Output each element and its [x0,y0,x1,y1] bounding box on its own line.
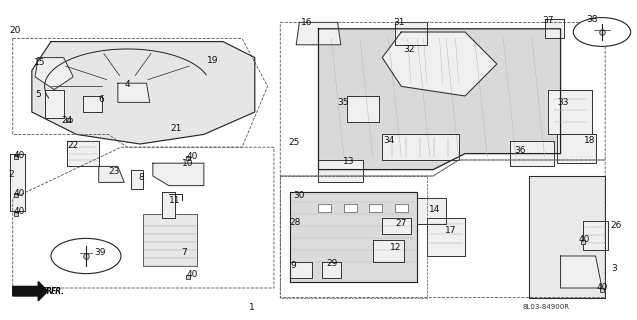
Text: 40: 40 [14,207,25,216]
Text: 21: 21 [171,124,182,132]
Text: 18: 18 [584,136,596,145]
Text: FR.: FR. [51,287,65,296]
Text: 39: 39 [94,248,106,257]
Circle shape [51,238,121,274]
Text: 28: 28 [290,218,301,227]
Text: 4: 4 [124,80,130,89]
Text: 20: 20 [10,26,21,35]
Polygon shape [382,32,497,96]
Text: 2: 2 [8,170,14,179]
Polygon shape [290,262,312,278]
Polygon shape [395,22,427,45]
Text: 38: 38 [586,15,598,24]
Text: 29: 29 [326,260,338,268]
Text: 27: 27 [395,219,406,228]
Polygon shape [153,163,204,186]
Polygon shape [32,42,255,144]
Text: 5: 5 [35,90,41,99]
Polygon shape [382,134,459,160]
Polygon shape [83,96,102,112]
Bar [395,204,408,212]
Bar [143,214,197,266]
Text: FR.: FR. [41,287,55,296]
Polygon shape [561,256,602,288]
Polygon shape [99,166,124,182]
Text: 11: 11 [169,196,180,204]
Text: 10: 10 [182,159,193,168]
Polygon shape [427,218,465,256]
Text: 12: 12 [390,244,401,252]
Bar [318,204,331,212]
Text: 35: 35 [338,98,349,107]
Circle shape [573,18,631,46]
Text: 15: 15 [34,58,45,67]
Text: 22: 22 [67,141,78,150]
Polygon shape [290,192,417,282]
Polygon shape [318,160,363,182]
Polygon shape [35,58,73,90]
Text: 23: 23 [108,167,120,176]
Text: 13: 13 [343,157,354,166]
Text: 37: 37 [543,16,554,25]
Text: 26: 26 [610,221,622,230]
Polygon shape [296,22,341,45]
Polygon shape [557,134,596,163]
Polygon shape [118,83,150,102]
Text: 19: 19 [207,56,218,65]
Text: 32: 32 [403,45,415,54]
Polygon shape [529,176,605,298]
Text: 40: 40 [187,270,198,279]
Polygon shape [373,240,404,262]
Polygon shape [131,170,143,189]
Text: 31: 31 [394,18,405,27]
Text: 3: 3 [612,264,617,273]
Polygon shape [545,19,564,38]
Polygon shape [583,221,608,250]
Text: 36: 36 [515,146,526,155]
Polygon shape [10,154,25,211]
Polygon shape [67,141,99,166]
Text: 40: 40 [187,152,198,161]
Text: 14: 14 [429,205,440,214]
Text: 25: 25 [288,138,299,147]
Polygon shape [510,141,554,166]
Text: 40: 40 [14,189,25,198]
Text: 40: 40 [14,151,25,160]
Text: 6: 6 [99,95,104,104]
Text: 8: 8 [139,173,145,182]
Text: 17: 17 [445,226,456,235]
Text: 40: 40 [597,283,608,292]
Polygon shape [548,90,592,134]
Polygon shape [382,218,411,234]
Text: 16: 16 [301,18,313,27]
Text: 34: 34 [383,136,395,145]
Text: 40: 40 [579,235,590,244]
Polygon shape [318,29,561,170]
Bar [344,204,357,212]
Polygon shape [45,90,64,118]
Text: 8L03-84900R: 8L03-84900R [522,304,569,310]
Text: 1: 1 [248,303,255,312]
Polygon shape [417,198,446,224]
Polygon shape [162,192,175,218]
Bar [369,204,382,212]
Text: 9: 9 [290,261,296,270]
Polygon shape [322,262,341,278]
Polygon shape [347,96,379,122]
Text: 7: 7 [182,248,187,257]
Polygon shape [13,282,48,301]
Text: 33: 33 [557,98,569,107]
Text: 24: 24 [62,116,73,124]
Text: 30: 30 [293,191,304,200]
